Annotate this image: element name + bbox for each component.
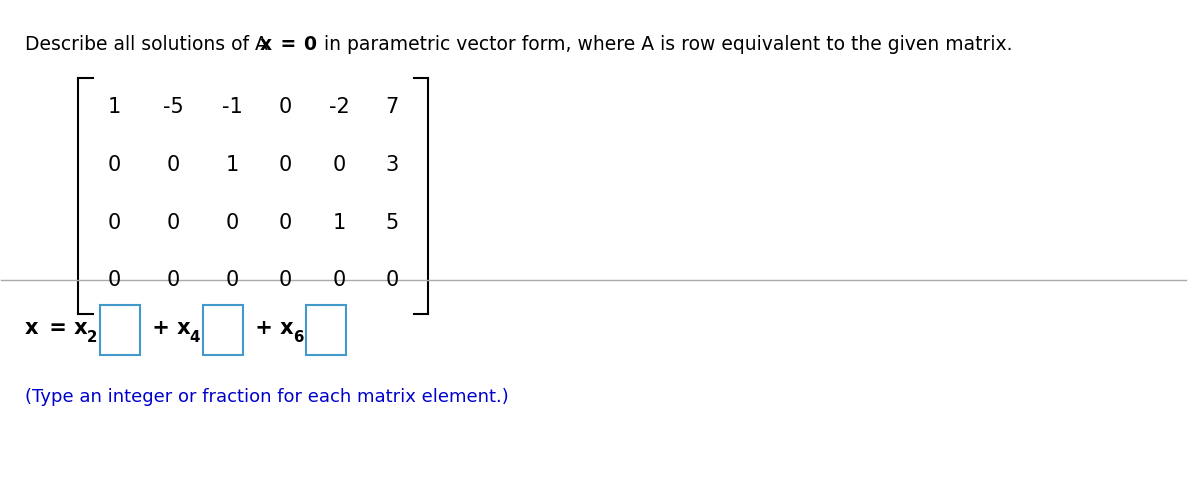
Text: 3: 3 (385, 155, 398, 175)
Text: x: x (259, 35, 271, 54)
Text: 1: 1 (332, 213, 346, 233)
Text: 0: 0 (280, 270, 293, 290)
Text: =: = (274, 35, 302, 54)
Text: 0: 0 (107, 213, 120, 233)
Text: 0: 0 (385, 270, 398, 290)
Text: 0: 0 (280, 155, 293, 175)
FancyBboxPatch shape (203, 305, 244, 355)
Text: 0: 0 (332, 270, 346, 290)
Text: + x: + x (247, 318, 293, 338)
Text: 0: 0 (332, 155, 346, 175)
Text: x: x (25, 318, 38, 338)
FancyBboxPatch shape (100, 305, 140, 355)
Text: 0: 0 (167, 155, 180, 175)
Text: 1: 1 (107, 98, 120, 117)
Text: 0: 0 (167, 270, 180, 290)
Text: 1: 1 (226, 155, 239, 175)
Text: -1: -1 (222, 98, 242, 117)
Text: 0: 0 (167, 213, 180, 233)
Text: in parametric vector form, where A is row equivalent to the given matrix.: in parametric vector form, where A is ro… (318, 35, 1012, 54)
Text: -5: -5 (163, 98, 184, 117)
Text: 0: 0 (226, 270, 239, 290)
Text: (Type an integer or fraction for each matrix element.): (Type an integer or fraction for each ma… (25, 388, 509, 406)
Text: 2: 2 (86, 330, 97, 345)
Text: 0: 0 (280, 213, 293, 233)
Text: 7: 7 (385, 98, 398, 117)
Text: 4: 4 (190, 330, 200, 345)
Text: Describe all solutions of A: Describe all solutions of A (25, 35, 268, 54)
Text: 0: 0 (304, 35, 317, 54)
Text: 0: 0 (107, 270, 120, 290)
Text: -2: -2 (329, 98, 349, 117)
Text: 5: 5 (385, 213, 398, 233)
Text: 6: 6 (293, 330, 304, 345)
Text: 0: 0 (280, 98, 293, 117)
FancyBboxPatch shape (306, 305, 346, 355)
Text: + x: + x (145, 318, 191, 338)
Text: 0: 0 (107, 155, 120, 175)
Text: 0: 0 (226, 213, 239, 233)
Text: = x: = x (42, 318, 88, 338)
